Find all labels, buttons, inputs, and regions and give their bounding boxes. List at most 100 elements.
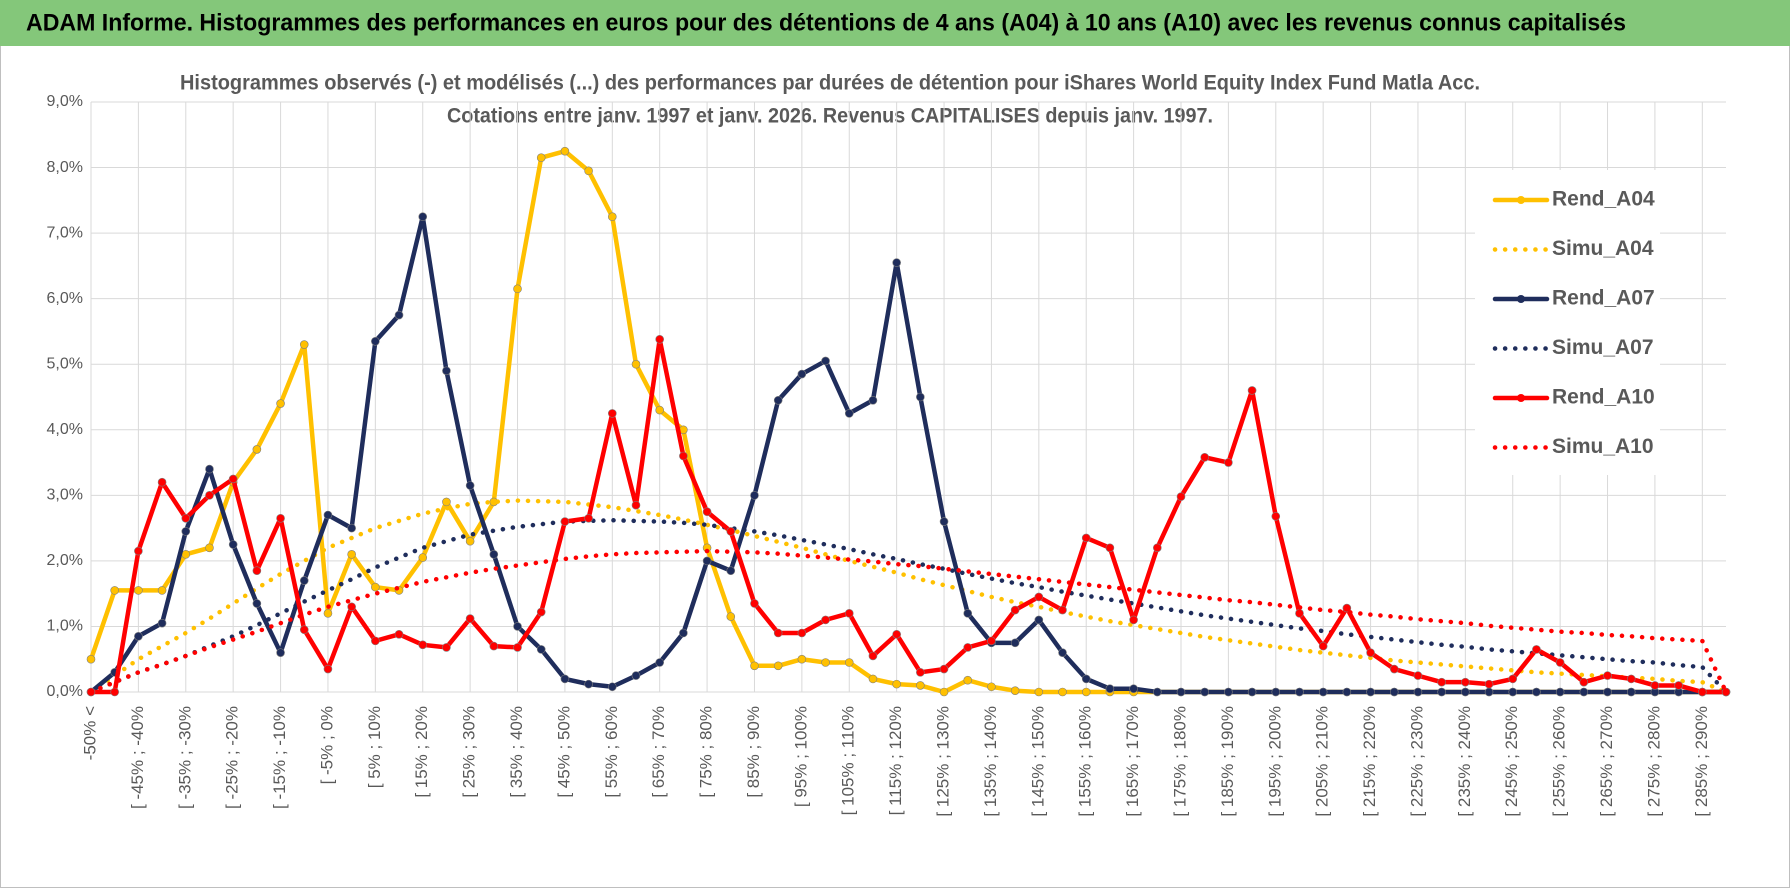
- model-line: [88, 548, 1729, 695]
- point: [1342, 603, 1352, 613]
- point: [1058, 687, 1067, 697]
- point: [1532, 687, 1541, 697]
- point: [489, 550, 499, 559]
- point: [1081, 687, 1091, 697]
- point: [1153, 543, 1162, 553]
- x-tick-label: [ 35% ; 40%: [507, 706, 526, 798]
- point: [418, 212, 428, 222]
- point: [1010, 605, 1020, 615]
- x-tick-label: [ 25% ; 30%: [460, 706, 479, 798]
- y-tick-label: 4,0%: [47, 421, 83, 438]
- point: [631, 500, 641, 510]
- point: [1318, 641, 1328, 651]
- x-tick-label: [ 275% ; 280%: [1644, 706, 1663, 817]
- point: [1010, 638, 1020, 648]
- point: [252, 599, 262, 608]
- point: [987, 636, 996, 646]
- point: [892, 679, 901, 689]
- point: [1034, 687, 1044, 697]
- legend-marker: [1517, 394, 1525, 402]
- point: [157, 586, 167, 595]
- data-line: [88, 337, 1729, 695]
- point: [560, 146, 570, 156]
- point: [750, 599, 759, 608]
- x-tick-label: [ 65% ; 70%: [649, 706, 668, 798]
- x-tick-label: [ 125% ; 130%: [934, 706, 953, 817]
- chart-subtitle: Cotations entre janv. 1997 et janv. 2026…: [447, 105, 1213, 128]
- point: [536, 607, 546, 617]
- point: [1603, 671, 1612, 680]
- point: [844, 609, 854, 618]
- point: [1105, 543, 1115, 553]
- point: [299, 576, 309, 585]
- point: [371, 336, 380, 346]
- point: [205, 464, 214, 474]
- point: [584, 513, 593, 523]
- point: [442, 366, 451, 376]
- x-tick-label: [ -35% ; -30%: [175, 706, 194, 809]
- point: [1437, 687, 1446, 697]
- point: [726, 566, 736, 576]
- point: [1413, 671, 1423, 680]
- point: [844, 658, 854, 667]
- x-tick-label: [ 75% ; 80%: [697, 706, 716, 798]
- point: [1626, 687, 1636, 697]
- point: [299, 625, 309, 635]
- point: [773, 395, 783, 405]
- x-tick-label: [ 225% ; 230%: [1407, 706, 1426, 817]
- x-tick-label: [ 175% ; 180%: [1170, 706, 1189, 817]
- point: [1698, 687, 1707, 697]
- x-tick-label: [ -25% ; -20%: [223, 706, 242, 809]
- x-tick-label: [ 255% ; 260%: [1550, 706, 1569, 817]
- point: [1366, 648, 1375, 657]
- point: [371, 582, 380, 592]
- point: [655, 658, 664, 667]
- y-tick-label: 1,0%: [47, 618, 83, 635]
- point: [536, 153, 546, 163]
- point: [1081, 533, 1091, 543]
- point: [1176, 492, 1186, 501]
- point: [1247, 687, 1257, 697]
- point: [1603, 687, 1612, 697]
- point: [655, 335, 664, 344]
- x-tick-label: [ 235% ; 240%: [1455, 706, 1474, 817]
- x-tick-label: [ 95% ; 100%: [791, 706, 810, 807]
- point: [1437, 677, 1446, 687]
- x-tick-label: [ 115% ; 120%: [886, 706, 905, 815]
- point: [134, 586, 143, 595]
- point: [86, 654, 96, 664]
- x-tick-label: [ 155% ; 160%: [1076, 706, 1095, 817]
- point: [750, 491, 759, 500]
- point: [916, 668, 925, 677]
- x-tick-label: [ 245% ; 250%: [1502, 706, 1521, 817]
- point: [110, 687, 119, 697]
- point: [1579, 677, 1589, 687]
- point: [1579, 687, 1589, 697]
- point: [1200, 453, 1209, 462]
- point: [1224, 458, 1233, 467]
- legend-label: Rend_A04: [1552, 188, 1655, 211]
- point: [418, 640, 428, 650]
- point: [939, 687, 949, 697]
- legend-marker: [1517, 295, 1525, 303]
- x-tick-label: [ 85% ; 90%: [744, 706, 763, 798]
- point: [939, 664, 949, 674]
- point: [1461, 687, 1470, 697]
- point: [513, 622, 522, 631]
- point: [655, 405, 664, 415]
- x-tick-label: [ 195% ; 200%: [1265, 706, 1284, 817]
- point: [1366, 687, 1375, 697]
- point: [1508, 687, 1518, 697]
- point: [844, 409, 854, 418]
- point: [299, 340, 309, 349]
- point: [916, 681, 925, 690]
- point: [1105, 684, 1115, 694]
- point: [465, 614, 475, 623]
- point: [1532, 645, 1541, 654]
- point: [418, 553, 428, 562]
- model-line: [88, 517, 1729, 695]
- point: [134, 546, 143, 556]
- x-tick-label: [ 5% ; 10%: [365, 706, 384, 788]
- point: [513, 284, 522, 294]
- point: [584, 679, 593, 689]
